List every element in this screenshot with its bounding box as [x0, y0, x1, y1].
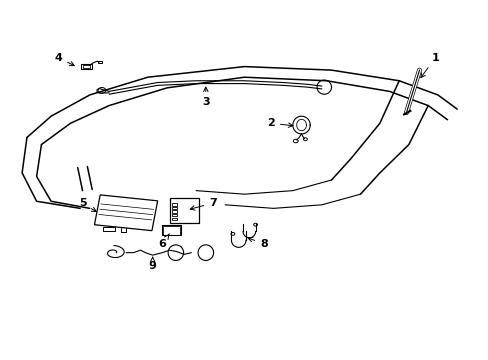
Text: 3: 3	[202, 87, 209, 107]
Text: 2: 2	[266, 118, 292, 128]
Text: 7: 7	[190, 198, 217, 210]
Bar	[82, 65, 90, 68]
Bar	[103, 227, 115, 231]
Bar	[172, 214, 177, 216]
Text: 5: 5	[79, 198, 96, 212]
Bar	[163, 226, 180, 235]
Text: 4: 4	[54, 53, 74, 66]
Bar	[169, 198, 198, 222]
Bar	[172, 211, 177, 213]
Bar	[172, 218, 177, 220]
Bar	[98, 60, 102, 63]
Bar	[81, 64, 92, 69]
Bar	[172, 207, 177, 209]
Text: 6: 6	[158, 234, 169, 249]
Text: 9: 9	[148, 257, 156, 271]
Text: 1: 1	[420, 53, 438, 78]
Text: 8: 8	[247, 238, 267, 249]
Bar	[172, 203, 177, 206]
Bar	[162, 225, 180, 235]
